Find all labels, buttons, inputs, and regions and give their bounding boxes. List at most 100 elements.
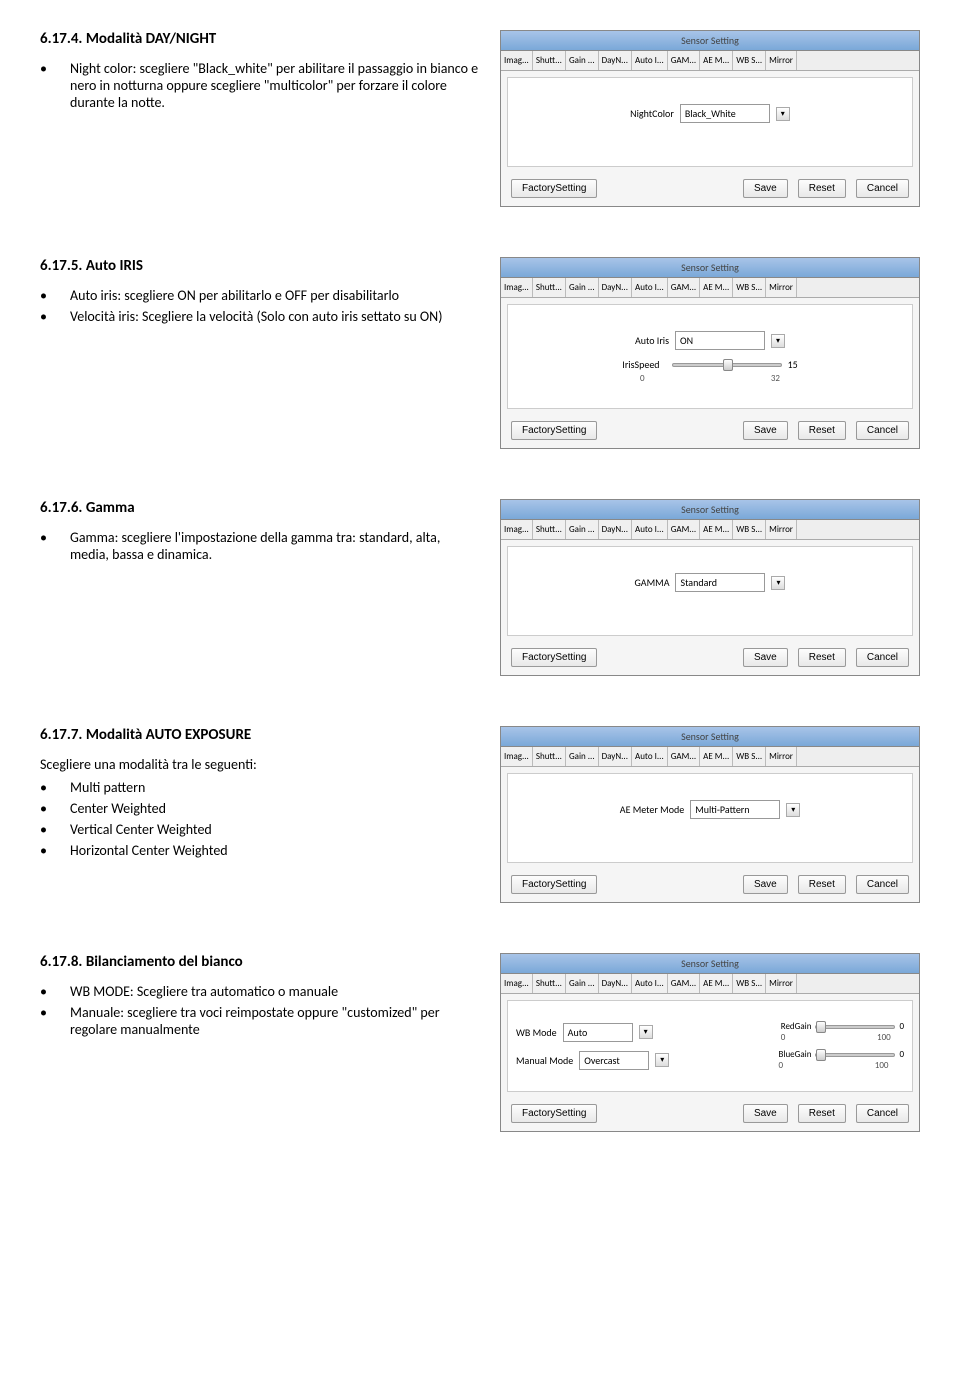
irisspeed-slider[interactable] <box>672 363 782 367</box>
factory-setting-button[interactable]: FactorySetting <box>511 1104 597 1123</box>
dropdown-arrow-icon[interactable]: ▾ <box>655 1053 669 1067</box>
tab[interactable]: GAM... <box>668 520 700 539</box>
factory-setting-button[interactable]: FactorySetting <box>511 875 597 894</box>
tab[interactable]: Imag... <box>501 278 533 297</box>
tab[interactable]: DayN... <box>599 51 632 70</box>
save-button[interactable]: Save <box>743 421 788 440</box>
cancel-button[interactable]: Cancel <box>856 1104 909 1123</box>
tab[interactable]: Mirror <box>766 520 797 539</box>
reset-button[interactable]: Reset <box>798 421 846 440</box>
tab[interactable]: Imag... <box>501 51 533 70</box>
bluegain-slider[interactable] <box>815 1053 895 1057</box>
gain-max: 100 <box>877 1032 891 1043</box>
cancel-button[interactable]: Cancel <box>856 421 909 440</box>
reset-button[interactable]: Reset <box>798 179 846 198</box>
tab[interactable]: GAM... <box>668 974 700 993</box>
tab[interactable]: WB S... <box>733 747 766 766</box>
tab[interactable]: Imag... <box>501 974 533 993</box>
aemode-select[interactable]: Multi-Pattern <box>690 800 780 819</box>
cancel-button[interactable]: Cancel <box>856 875 909 894</box>
tab[interactable]: Mirror <box>766 51 797 70</box>
tab[interactable]: Imag... <box>501 747 533 766</box>
dropdown-arrow-icon[interactable]: ▾ <box>771 576 785 590</box>
tab[interactable]: Shutt... <box>533 747 566 766</box>
tab[interactable]: Gain ... <box>566 51 599 70</box>
dropdown-arrow-icon[interactable]: ▾ <box>776 107 790 121</box>
tab[interactable]: Shutt... <box>533 520 566 539</box>
tab[interactable]: Gain ... <box>566 520 599 539</box>
autoiris-label: Auto Iris <box>635 334 669 347</box>
tab[interactable]: Shutt... <box>533 974 566 993</box>
tab[interactable]: WB S... <box>733 974 766 993</box>
bullet-text: Velocità iris: Scegliere la velocità (So… <box>70 308 480 325</box>
tab[interactable]: Gain ... <box>566 278 599 297</box>
tab[interactable]: Auto I... <box>632 278 668 297</box>
tab[interactable]: Mirror <box>766 278 797 297</box>
tab[interactable]: Mirror <box>766 747 797 766</box>
tab[interactable]: Gain ... <box>566 974 599 993</box>
factory-setting-button[interactable]: FactorySetting <box>511 179 597 198</box>
reset-button[interactable]: Reset <box>798 875 846 894</box>
bullet-dot: • <box>40 1004 70 1038</box>
manualmode-select[interactable]: Overcast <box>579 1051 649 1070</box>
save-button[interactable]: Save <box>743 875 788 894</box>
reset-button[interactable]: Reset <box>798 648 846 667</box>
redgain-slider[interactable] <box>815 1025 895 1029</box>
bullet-dot: • <box>40 983 70 1000</box>
tab[interactable]: DayN... <box>599 747 632 766</box>
tab[interactable]: DayN... <box>599 974 632 993</box>
tab[interactable]: AE M... <box>700 51 733 70</box>
gamma-label: GAMMA <box>635 576 670 589</box>
manualmode-label: Manual Mode <box>516 1054 573 1067</box>
save-button[interactable]: Save <box>743 179 788 198</box>
reset-button[interactable]: Reset <box>798 1104 846 1123</box>
tab[interactable]: WB S... <box>733 51 766 70</box>
tab[interactable]: GAM... <box>668 51 700 70</box>
panel-title: Sensor Setting <box>501 31 919 51</box>
cancel-button[interactable]: Cancel <box>856 648 909 667</box>
tab[interactable]: Auto I... <box>632 520 668 539</box>
tab[interactable]: DayN... <box>599 520 632 539</box>
slider-min: 0 <box>640 373 645 384</box>
factory-setting-button[interactable]: FactorySetting <box>511 421 597 440</box>
tab[interactable]: AE M... <box>700 974 733 993</box>
bullet-dot: • <box>40 800 70 817</box>
panel-title: Sensor Setting <box>501 500 919 520</box>
tab[interactable]: AE M... <box>700 278 733 297</box>
tab[interactable]: Shutt... <box>533 278 566 297</box>
cancel-button[interactable]: Cancel <box>856 179 909 198</box>
tab[interactable]: Auto I... <box>632 974 668 993</box>
tab[interactable]: Gain ... <box>566 747 599 766</box>
save-button[interactable]: Save <box>743 648 788 667</box>
bullet-text: Vertical Center Weighted <box>70 821 480 838</box>
slider-thumb[interactable] <box>723 359 733 371</box>
dropdown-arrow-icon[interactable]: ▾ <box>639 1025 653 1039</box>
tab[interactable]: Mirror <box>766 974 797 993</box>
tab[interactable]: AE M... <box>700 520 733 539</box>
tab[interactable]: GAM... <box>668 747 700 766</box>
slider-thumb[interactable] <box>816 1049 826 1061</box>
autoiris-select[interactable]: ON <box>675 331 765 350</box>
tab[interactable]: Auto I... <box>632 51 668 70</box>
tab[interactable]: GAM... <box>668 278 700 297</box>
dropdown-arrow-icon[interactable]: ▾ <box>771 334 785 348</box>
slider-thumb[interactable] <box>816 1021 826 1033</box>
save-button[interactable]: Save <box>743 1104 788 1123</box>
tab[interactable]: Auto I... <box>632 747 668 766</box>
nightcolor-label: NightColor <box>630 107 674 120</box>
nightcolor-select[interactable]: Black_White <box>680 104 770 123</box>
tab[interactable]: Shutt... <box>533 51 566 70</box>
gamma-select[interactable]: Standard <box>675 573 765 592</box>
tab[interactable]: Imag... <box>501 520 533 539</box>
bullet-dot: • <box>40 60 70 111</box>
tab[interactable]: WB S... <box>733 520 766 539</box>
tab[interactable]: DayN... <box>599 278 632 297</box>
bullet-dot: • <box>40 529 70 563</box>
gain-min: 0 <box>778 1060 783 1071</box>
tab[interactable]: AE M... <box>700 747 733 766</box>
heading-gamma: 6.17.6. Gamma <box>40 499 480 517</box>
dropdown-arrow-icon[interactable]: ▾ <box>786 803 800 817</box>
wbmode-select[interactable]: Auto <box>563 1023 633 1042</box>
factory-setting-button[interactable]: FactorySetting <box>511 648 597 667</box>
tab[interactable]: WB S... <box>733 278 766 297</box>
